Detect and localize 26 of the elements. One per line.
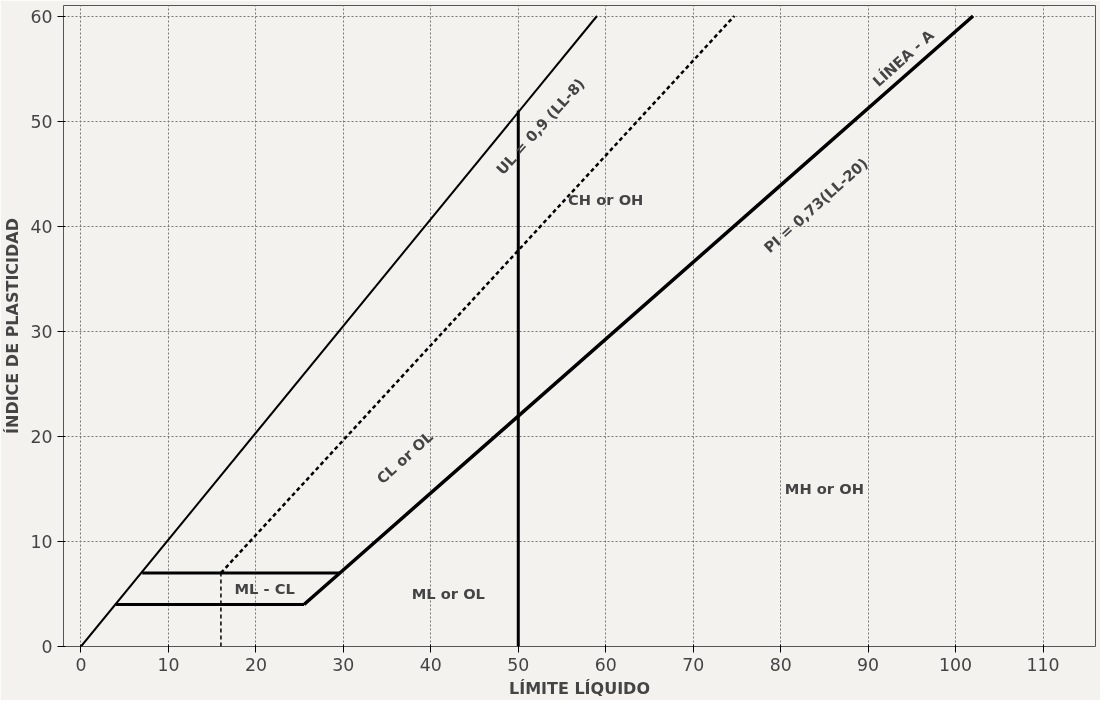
x-tick-label: 10: [157, 654, 180, 675]
x-tick-label: 100: [939, 654, 973, 675]
x-tick-label: 0: [75, 654, 87, 675]
annotation: CL or OL: [373, 427, 437, 487]
y-tick-label: 0: [41, 637, 53, 657]
y-tick-label: 50: [30, 111, 53, 132]
x-tick-label: 60: [594, 654, 617, 675]
annotation: CH or OH: [568, 191, 644, 209]
y-tick-label: 20: [30, 426, 53, 447]
y-tick-label: 40: [30, 216, 53, 237]
y-tick-label: 30: [30, 321, 53, 342]
x-tick-label: 20: [244, 654, 267, 675]
x-tick-label: 80: [769, 654, 792, 675]
y-tick-label: 10: [30, 531, 53, 552]
x-tick-label: 50: [507, 654, 530, 675]
annotation: MH or OH: [784, 480, 864, 498]
x-tick-label: 30: [332, 654, 355, 675]
x-tick-label: 90: [857, 654, 880, 675]
x-axis-title: LÍMITE LÍQUIDO: [508, 678, 651, 698]
annotation: ML - CL: [234, 580, 295, 598]
x-tick-label: 110: [1026, 654, 1060, 675]
x-tick-label: 70: [682, 654, 705, 675]
y-tick-label: 60: [30, 6, 53, 27]
x-tick-label: 40: [419, 654, 442, 675]
annotation: ML or OL: [411, 585, 485, 603]
y-axis-title: ÍNDICE DE PLASTICIDAD: [3, 218, 23, 434]
